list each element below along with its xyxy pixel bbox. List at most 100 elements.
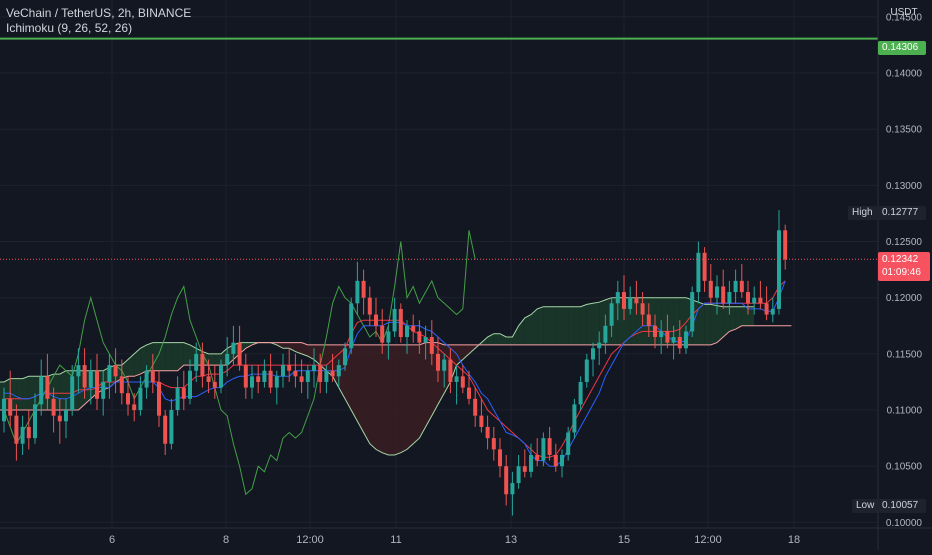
candle <box>200 342 205 388</box>
candle-body <box>479 415 484 427</box>
candle-body <box>702 252 707 281</box>
cloud-segment <box>462 344 469 360</box>
candle <box>529 443 533 478</box>
candle <box>405 320 409 354</box>
cloud-segment <box>320 344 327 371</box>
candle-body <box>113 365 118 377</box>
cloud-segment <box>295 342 302 354</box>
candle-body <box>752 297 757 304</box>
candle <box>305 365 310 399</box>
candle-body <box>299 376 304 382</box>
candle-body <box>572 404 577 433</box>
candle <box>281 353 285 388</box>
candle <box>454 365 459 405</box>
cloud-segment <box>326 344 333 377</box>
candle <box>355 261 360 315</box>
candle-body <box>566 432 571 455</box>
cloud-segment <box>376 344 383 453</box>
candle <box>20 415 25 455</box>
candle-body <box>758 297 763 304</box>
candle <box>51 387 56 433</box>
time-tick-label: 12:00 <box>694 534 722 546</box>
candle-body <box>312 365 316 371</box>
candle-body <box>45 376 50 399</box>
candle <box>510 471 515 516</box>
candle-body <box>336 365 341 377</box>
candle <box>107 353 112 399</box>
cloud-segment <box>586 303 593 345</box>
candle <box>219 359 223 394</box>
cloud-segment <box>146 342 153 371</box>
candle <box>578 376 583 411</box>
candle-body <box>696 252 701 293</box>
candle-body <box>262 370 267 382</box>
candle <box>380 308 385 354</box>
candle <box>175 376 180 416</box>
candle <box>591 342 595 377</box>
candle <box>343 342 347 371</box>
time-tick-label: 8 <box>223 534 229 546</box>
candle <box>398 303 403 343</box>
candle-body <box>665 331 670 343</box>
countdown-value: 01:09:46 <box>882 267 921 278</box>
candle-body <box>603 325 608 343</box>
candle-body <box>88 370 93 388</box>
cloud-segment <box>407 344 414 450</box>
high-price-tag: 0.12777 <box>878 206 926 220</box>
cloud-segment <box>16 378 23 411</box>
candle <box>572 398 577 439</box>
candle <box>231 325 236 366</box>
candle-body <box>76 365 81 377</box>
candle <box>101 370 106 416</box>
time-tick-label: 6 <box>109 534 115 546</box>
candle-body <box>361 280 366 298</box>
candle-body <box>783 230 788 260</box>
cloud-segment <box>717 305 724 343</box>
price-tick-label: 0.10500 <box>886 462 923 473</box>
candle-body <box>39 376 44 405</box>
candle-body <box>132 404 137 411</box>
candle <box>553 443 558 472</box>
candle <box>392 297 397 338</box>
candle <box>715 275 719 315</box>
indicator-row[interactable]: Ichimoku (9, 26, 52, 26) <box>6 21 191 36</box>
candle <box>8 370 13 427</box>
candle <box>113 348 118 394</box>
candle <box>287 348 292 382</box>
candle <box>33 393 37 444</box>
time-scale[interactable]: 6 8 12:00 11 13 15 12:00 18 <box>0 527 932 546</box>
candle-body <box>429 337 434 354</box>
candle-body <box>485 426 490 439</box>
candle <box>268 353 273 394</box>
candle-body <box>448 359 453 382</box>
candle-body <box>324 370 329 382</box>
candle-body <box>510 483 515 495</box>
cloud-segment <box>655 297 662 345</box>
candle <box>665 314 670 349</box>
candle-body <box>398 308 403 338</box>
candle-body <box>119 376 124 394</box>
interval-label: 2h <box>117 6 132 20</box>
candle-body <box>237 342 242 366</box>
symbol-row[interactable]: VeChain / TetherUS, 2h, BINANCE <box>6 6 192 20</box>
candle <box>746 280 750 315</box>
candle-body <box>628 297 633 309</box>
candle <box>448 348 453 394</box>
cloud-segment <box>289 342 296 352</box>
candle-body <box>659 331 664 338</box>
candle <box>764 286 769 321</box>
candle <box>299 359 304 394</box>
price-scale[interactable]: USDT 0.14500 0.14000 0.13500 0.13000 0.12500… <box>877 0 923 550</box>
hline-price-value: 0.14306 <box>882 42 919 53</box>
candle-body <box>547 438 552 455</box>
candle-body <box>144 370 149 388</box>
candle <box>584 353 589 388</box>
candle <box>721 269 726 309</box>
candle <box>467 370 471 405</box>
cloud-segment <box>208 353 215 366</box>
candle <box>560 449 564 478</box>
price-tick-label: 0.12500 <box>886 237 923 248</box>
high-label: High <box>852 207 873 218</box>
